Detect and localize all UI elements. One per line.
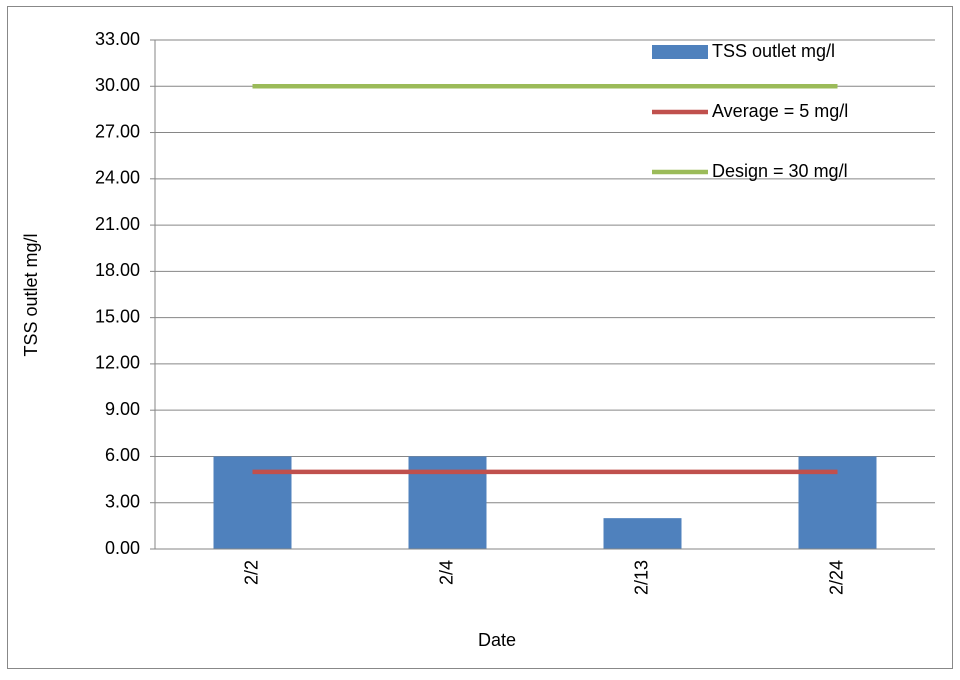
y-tick-label: 18.00	[95, 260, 140, 280]
y-tick-label: 15.00	[95, 306, 140, 326]
y-tick-label: 30.00	[95, 75, 140, 95]
bar	[603, 518, 682, 549]
legend-label: Design = 30 mg/l	[712, 161, 848, 181]
legend-label: TSS outlet mg/l	[712, 41, 835, 61]
y-tick-label: 0.00	[105, 538, 140, 558]
y-axis-label: TSS outlet mg/l	[21, 233, 41, 356]
chart-border	[7, 6, 953, 669]
y-tick-label: 6.00	[105, 445, 140, 465]
y-tick-label: 33.00	[95, 29, 140, 49]
y-tick-label: 9.00	[105, 399, 140, 419]
x-tick-label: 2/4	[436, 560, 456, 585]
x-tick-label: 2/2	[241, 560, 261, 585]
y-tick-label: 27.00	[95, 121, 140, 141]
legend-swatch	[652, 45, 708, 59]
y-tick-label: 12.00	[95, 353, 140, 373]
y-tick-label: 21.00	[95, 214, 140, 234]
x-tick-label: 2/13	[631, 560, 651, 595]
x-axis-label: Date	[478, 630, 516, 650]
y-tick-label: 24.00	[95, 168, 140, 188]
legend-label: Average = 5 mg/l	[712, 101, 848, 121]
y-tick-label: 3.00	[105, 491, 140, 511]
x-tick-label: 2/24	[826, 560, 846, 595]
